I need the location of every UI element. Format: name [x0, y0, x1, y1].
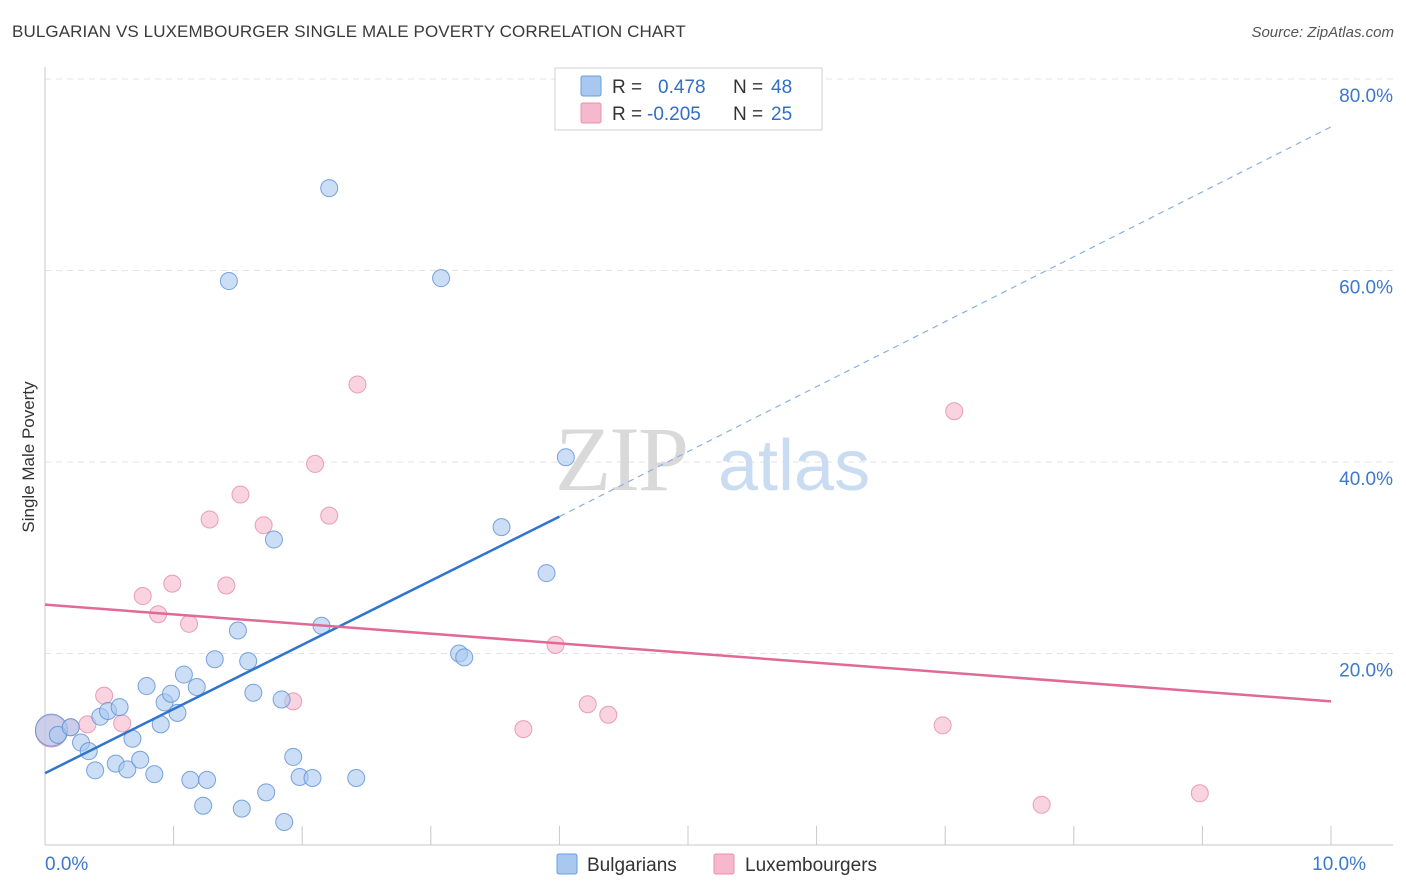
luxembourgers-point-5 — [133, 587, 152, 606]
bulgarians-point-10 — [118, 760, 137, 779]
bulgarians-point-42 — [455, 648, 474, 667]
luxembourgers-point-10 — [217, 576, 236, 595]
tick-labels: 0.0% 10.0% 20.0% 40.0% 60.0% 80.0% — [45, 86, 1393, 875]
bulgarians-point-25 — [219, 272, 238, 291]
bulgarians-point-22 — [194, 796, 213, 815]
bulgarians-point-44 — [537, 564, 556, 583]
x-tick-label-0: 0.0% — [45, 854, 88, 875]
watermark-atlas: atlas — [718, 426, 870, 506]
legend-swatch-luxembourgers — [713, 853, 735, 875]
bulgarians-point-12 — [131, 750, 150, 769]
bulgarians-point-21 — [187, 678, 206, 697]
stats-r-value-luxembourgers: -0.205 — [647, 104, 701, 125]
bulgarians-point-2 — [61, 718, 80, 737]
luxembourgers-point-12 — [254, 516, 273, 535]
y-tick-label-40: 40.0% — [1339, 469, 1393, 490]
luxembourgers-point-8 — [180, 614, 199, 633]
bulgarians-point-24 — [205, 650, 224, 669]
stats-legend: R = 0.478 N = 48 R = -0.205 N = 25 — [554, 67, 823, 131]
bulgarians-trend-line — [44, 515, 560, 775]
stats-r-label-bulgarians: R = — [612, 77, 642, 98]
legend-label-bulgarians: Bulgarians — [587, 855, 677, 876]
bulgarians-point-36 — [303, 768, 322, 787]
bulgarians-point-34 — [284, 747, 303, 766]
luxembourgers-point-21 — [933, 716, 952, 735]
stats-n-value-luxembourgers: 25 — [771, 104, 792, 125]
bulgarians-point-5 — [86, 761, 105, 780]
bulgarians-trend-extension — [559, 126, 1332, 518]
y-axis-label: Single Male Poverty — [19, 381, 38, 533]
chart-title: BULGARIAN VS LUXEMBOURGER SINGLE MALE PO… — [12, 22, 686, 41]
luxembourgers-trend-line — [44, 603, 1332, 703]
chart-source: Source: ZipAtlas.com — [1251, 24, 1394, 41]
y-tick-label-60: 60.0% — [1339, 278, 1393, 299]
luxembourgers-point-4 — [113, 714, 132, 733]
bulgarians-point-29 — [244, 683, 263, 702]
bulgarians-points — [34, 179, 575, 832]
stats-n-value-bulgarians: 48 — [771, 77, 792, 98]
luxembourgers-point-24 — [1190, 784, 1209, 803]
luxembourgers-point-18 — [546, 635, 565, 654]
bulgarians-point-20 — [181, 770, 200, 789]
stats-n-label-bulgarians: N = — [733, 77, 763, 98]
x-tick-label-10: 10.0% — [1312, 854, 1366, 875]
bulgarians-point-43 — [492, 518, 511, 537]
luxembourgers-point-23 — [1032, 795, 1051, 814]
stats-n-label-luxembourgers: N = — [733, 104, 763, 125]
bulgarians-point-14 — [145, 765, 164, 784]
bulgarians-point-39 — [347, 768, 366, 787]
bulgarians-point-33 — [275, 813, 294, 832]
luxembourgers-point-20 — [599, 705, 618, 724]
bulgarians-point-30 — [257, 783, 276, 802]
stats-r-value-bulgarians: 0.478 — [658, 77, 706, 98]
bulgarians-point-13 — [137, 677, 156, 696]
luxembourgers-point-16 — [348, 375, 367, 394]
stats-swatch-luxembourgers — [580, 102, 602, 124]
bulgarians-point-45 — [556, 448, 575, 467]
luxembourgers-point-14 — [306, 454, 325, 473]
luxembourgers-point-9 — [200, 510, 219, 529]
bulgarians-point-28 — [239, 652, 258, 671]
stats-r-label-luxembourgers: R = — [612, 104, 642, 125]
bulgarians-point-40 — [432, 269, 451, 288]
y-tick-label-80: 80.0% — [1339, 86, 1393, 107]
luxembourgers-point-19 — [578, 695, 597, 714]
luxembourgers-point-22 — [945, 402, 964, 421]
legend-label-luxembourgers: Luxembourgers — [745, 855, 877, 876]
bulgarians-point-38 — [320, 179, 339, 198]
bulgarians-point-26 — [228, 621, 247, 640]
watermark-zip: ZIP — [555, 408, 687, 510]
luxembourgers-point-11 — [231, 485, 250, 504]
watermark: ZIP atlas — [555, 408, 870, 510]
bulgarians-point-19 — [174, 665, 193, 684]
legend-swatch-bulgarians — [556, 853, 578, 875]
grid-lines — [45, 78, 1393, 654]
bulgarians-point-31 — [264, 530, 283, 549]
luxembourgers-point-3 — [95, 686, 114, 705]
luxembourgers-point-17 — [514, 720, 533, 739]
series-legend: Bulgarians Luxembourgers — [556, 853, 877, 876]
trend-lines — [44, 126, 1332, 775]
bulgarians-point-23 — [198, 770, 217, 789]
stats-swatch-bulgarians — [580, 75, 602, 97]
y-tick-label-20: 20.0% — [1339, 661, 1393, 682]
luxembourgers-point-7 — [163, 574, 182, 593]
bulgarians-point-27 — [232, 799, 251, 818]
bulgarians-point-9 — [110, 698, 129, 717]
bulgarians-point-32 — [272, 690, 291, 709]
bulgarians-point-17 — [162, 684, 181, 703]
luxembourgers-point-15 — [320, 506, 339, 525]
